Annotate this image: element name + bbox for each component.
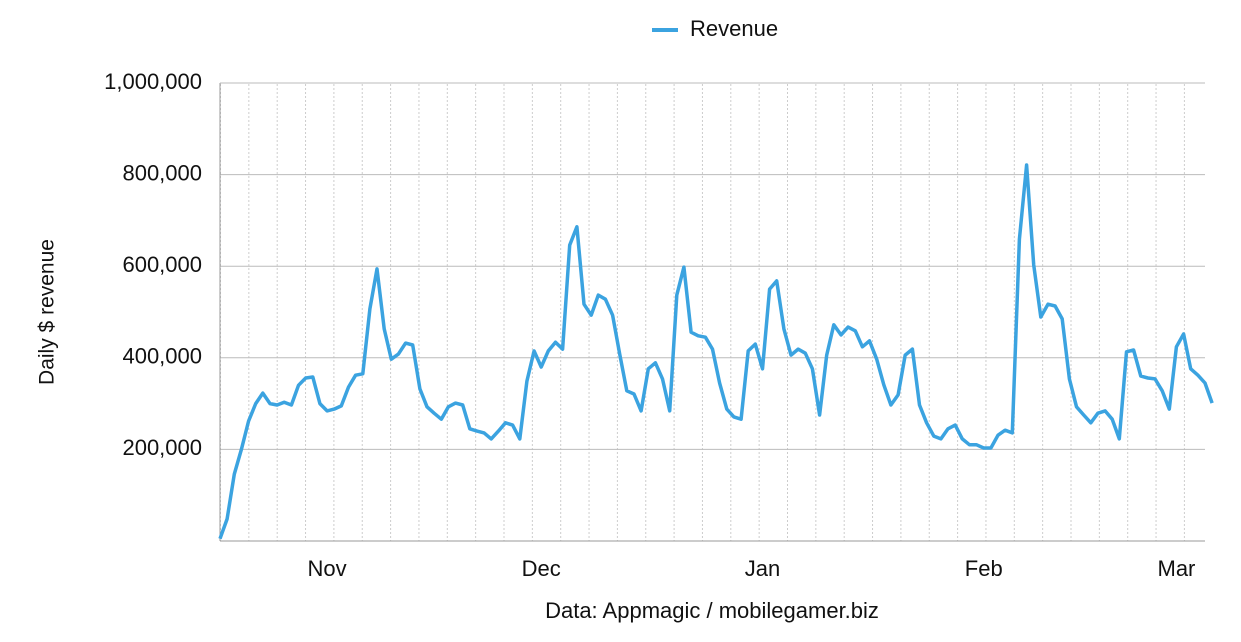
x-tick-label: Mar	[1158, 556, 1196, 581]
y-axis-label: Daily $ revenue	[36, 239, 59, 385]
y-tick-label: 400,000	[122, 344, 202, 369]
y-tick-label: 600,000	[122, 252, 202, 277]
y-tick-label: 200,000	[122, 435, 202, 460]
x-axis-label: Data: Appmagic / mobilegamer.biz	[545, 598, 879, 623]
y-tick-label: 1,000,000	[104, 69, 202, 94]
x-tick-label: Jan	[745, 556, 780, 581]
x-tick-label: Nov	[308, 556, 347, 581]
y-tick-label: 800,000	[122, 160, 202, 185]
legend-label: Revenue	[690, 16, 778, 41]
x-tick-label: Feb	[965, 556, 1003, 581]
x-tick-label: Dec	[522, 556, 561, 581]
revenue-line	[218, 163, 1214, 540]
